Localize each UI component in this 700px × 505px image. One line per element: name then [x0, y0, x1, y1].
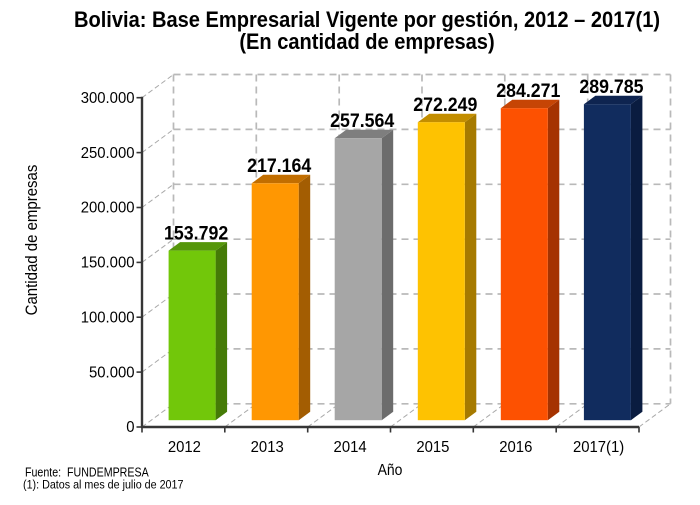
svg-text:300.000: 300.000	[81, 89, 135, 107]
svg-text:217.164: 217.164	[247, 154, 312, 176]
svg-text:2014: 2014	[334, 439, 367, 457]
svg-text:2015: 2015	[416, 439, 449, 457]
svg-text:Bolivia: Base Empresarial Vige: Bolivia: Base Empresarial Vigente por ge…	[74, 8, 660, 32]
svg-text:Cantidad de empresas: Cantidad de empresas	[24, 164, 42, 315]
svg-text:100.000: 100.000	[81, 309, 135, 327]
svg-text:250.000: 250.000	[81, 144, 135, 162]
svg-text:150.000: 150.000	[81, 254, 135, 272]
svg-text:Fuente: FUNDEMPRESA: Fuente: FUNDEMPRESA	[25, 464, 149, 479]
svg-text:153.792: 153.792	[164, 222, 228, 244]
svg-text:(En cantidad de empresas): (En cantidad de empresas)	[239, 30, 494, 54]
svg-text:2012: 2012	[168, 439, 201, 457]
svg-text:Año: Año	[378, 462, 403, 479]
svg-text:(1): Datos al mes de julio de: (1): Datos al mes de julio de 2017	[23, 479, 183, 492]
svg-text:284.271: 284.271	[496, 79, 560, 101]
svg-text:272.249: 272.249	[413, 93, 477, 115]
svg-text:2016: 2016	[499, 439, 532, 457]
svg-text:257.564: 257.564	[330, 109, 395, 131]
svg-text:2017(1): 2017(1)	[573, 439, 624, 457]
svg-text:2013: 2013	[251, 439, 284, 457]
svg-text:0: 0	[126, 419, 134, 437]
svg-text:289.785: 289.785	[579, 75, 643, 97]
svg-text:200.000: 200.000	[81, 199, 135, 217]
svg-text:50.000: 50.000	[89, 364, 134, 382]
